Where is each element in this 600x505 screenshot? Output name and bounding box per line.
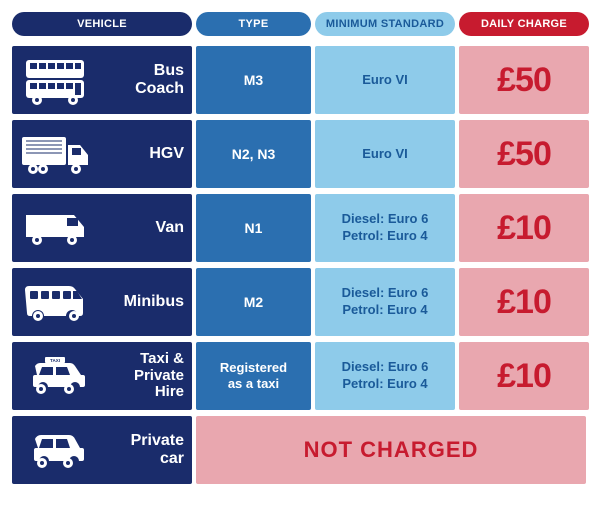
vehicle-label: Taxi & Private Hire xyxy=(94,351,184,401)
standard-text: Diesel: Euro 6 Petrol: Euro 4 xyxy=(342,359,429,393)
standard-cell: Diesel: Euro 6 Petrol: Euro 4 xyxy=(315,342,455,410)
vehicle-charge-table: VEHICLE TYPE MINIMUM STANDARD DAILY CHAR… xyxy=(12,12,588,484)
table-row: TAXI Taxi & Private Hire Registered as a… xyxy=(12,342,588,410)
charge-cell: £10 xyxy=(459,268,589,336)
standard-cell: Euro VI xyxy=(315,46,455,114)
vehicle-label: Van xyxy=(94,219,184,237)
type-text: M3 xyxy=(238,72,269,89)
not-charged-text: NOT CHARGED xyxy=(304,437,479,463)
header-vehicle: VEHICLE xyxy=(12,12,192,36)
charge-text: £10 xyxy=(497,209,551,248)
table-row: Van N1 Diesel: Euro 6 Petrol: Euro 4 £10 xyxy=(12,194,588,262)
type-text: M2 xyxy=(238,294,269,311)
type-cell: N1 xyxy=(196,194,311,262)
charge-text: £10 xyxy=(497,357,551,396)
table-row: Bus Coach M3 Euro VI £50 xyxy=(12,46,588,114)
standard-cell: Diesel: Euro 6 Petrol: Euro 4 xyxy=(315,268,455,336)
standard-cell: Euro VI xyxy=(315,120,455,188)
table-row: Private car NOT CHARGED xyxy=(12,416,588,484)
vehicle-cell: HGV xyxy=(12,120,192,188)
vehicle-cell: Van xyxy=(12,194,192,262)
vehicle-label: Minibus xyxy=(94,293,184,311)
charge-text: £50 xyxy=(497,135,551,174)
bus-coach-icon xyxy=(16,54,94,106)
standard-text: Diesel: Euro 6 Petrol: Euro 4 xyxy=(342,285,429,319)
vehicle-label: Private car xyxy=(94,432,184,467)
hgv-icon xyxy=(16,131,94,177)
header-type: TYPE xyxy=(196,12,311,36)
type-cell: M3 xyxy=(196,46,311,114)
type-cell: M2 xyxy=(196,268,311,336)
van-icon xyxy=(16,207,94,249)
type-text: N1 xyxy=(239,220,269,237)
not-charged-cell: NOT CHARGED xyxy=(196,416,586,484)
vehicle-cell: Bus Coach xyxy=(12,46,192,114)
charge-text: £10 xyxy=(497,283,551,322)
vehicle-cell: TAXI Taxi & Private Hire xyxy=(12,342,192,410)
charge-cell: £10 xyxy=(459,194,589,262)
standard-cell: Diesel: Euro 6 Petrol: Euro 4 xyxy=(315,194,455,262)
standard-text: Euro VI xyxy=(362,146,408,163)
table-header-row: VEHICLE TYPE MINIMUM STANDARD DAILY CHAR… xyxy=(12,12,588,36)
header-charge: DAILY CHARGE xyxy=(459,12,589,36)
table-row: HGV N2, N3 Euro VI £50 xyxy=(12,120,588,188)
type-cell: Registered as a taxi xyxy=(196,342,311,410)
charge-cell: £50 xyxy=(459,120,589,188)
svg-text:TAXI: TAXI xyxy=(50,358,60,363)
car-icon xyxy=(16,430,94,470)
charge-text: £50 xyxy=(497,61,551,100)
header-standard: MINIMUM STANDARD xyxy=(315,12,455,36)
vehicle-cell: Private car xyxy=(12,416,192,484)
type-cell: N2, N3 xyxy=(196,120,311,188)
vehicle-label: Bus Coach xyxy=(94,62,184,97)
standard-text: Euro VI xyxy=(362,72,408,89)
table-row: Minibus M2 Diesel: Euro 6 Petrol: Euro 4… xyxy=(12,268,588,336)
type-text: N2, N3 xyxy=(226,146,282,163)
charge-cell: £50 xyxy=(459,46,589,114)
charge-cell: £10 xyxy=(459,342,589,410)
type-text: Registered as a taxi xyxy=(214,360,293,391)
standard-text: Diesel: Euro 6 Petrol: Euro 4 xyxy=(342,211,429,245)
vehicle-cell: Minibus xyxy=(12,268,192,336)
taxi-icon: TAXI xyxy=(16,355,94,397)
minibus-icon xyxy=(16,280,94,324)
vehicle-label: HGV xyxy=(94,145,184,163)
